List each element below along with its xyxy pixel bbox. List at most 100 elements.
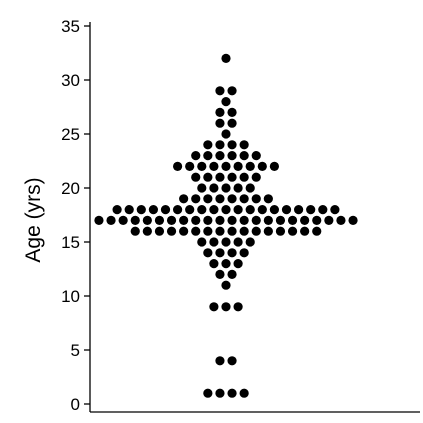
data-point — [130, 215, 140, 225]
data-point — [227, 107, 237, 117]
data-point — [233, 302, 243, 312]
data-point — [209, 302, 219, 312]
data-point — [239, 226, 249, 236]
data-point — [245, 237, 255, 247]
data-point — [215, 172, 225, 182]
data-point — [166, 215, 177, 225]
data-point — [136, 205, 146, 215]
data-point — [227, 356, 237, 366]
data-point — [112, 205, 122, 215]
data-point — [185, 161, 195, 171]
data-point — [227, 226, 237, 236]
data-point — [209, 183, 219, 193]
data-point — [221, 302, 231, 312]
data-point — [124, 205, 134, 215]
data-point — [227, 172, 237, 182]
data-point — [239, 194, 249, 204]
data-point — [221, 53, 231, 64]
data-point — [203, 194, 213, 204]
data-point — [330, 205, 340, 215]
data-point — [239, 172, 249, 182]
y-tick-label: 15 — [61, 233, 80, 252]
data-point — [227, 194, 237, 204]
data-point — [197, 205, 207, 215]
data-point — [191, 151, 201, 161]
data-point — [233, 183, 243, 193]
data-point — [191, 215, 201, 225]
data-point — [239, 140, 249, 150]
data-point — [106, 215, 116, 225]
data-point — [227, 151, 237, 161]
data-point — [221, 129, 231, 139]
data-point — [191, 226, 201, 236]
data-point — [239, 151, 249, 161]
data-point — [118, 215, 128, 225]
data-point — [324, 215, 334, 225]
data-point — [215, 269, 225, 279]
data-point — [203, 248, 213, 258]
data-point — [173, 161, 183, 171]
data-point — [203, 151, 213, 161]
data-point — [203, 226, 213, 236]
data-point — [227, 118, 237, 128]
data-point — [221, 183, 231, 193]
data-point — [197, 237, 207, 247]
data-point — [215, 194, 225, 204]
data-point — [239, 388, 249, 398]
data-point — [275, 215, 286, 225]
data-points — [94, 53, 358, 398]
y-tick-label: 25 — [61, 125, 80, 144]
data-point — [227, 269, 237, 279]
data-point — [215, 215, 225, 225]
data-point — [300, 215, 310, 225]
data-point — [245, 183, 255, 193]
data-point — [227, 215, 237, 225]
data-point — [336, 215, 346, 225]
data-point — [215, 107, 225, 117]
data-point — [215, 356, 225, 366]
data-point — [209, 259, 219, 269]
data-point — [281, 205, 292, 215]
data-point — [251, 215, 261, 225]
y-tick-label: 20 — [61, 179, 80, 198]
data-point — [221, 161, 231, 171]
data-point — [185, 205, 195, 215]
data-point — [239, 248, 249, 258]
data-point — [312, 226, 322, 236]
data-point — [275, 226, 286, 236]
data-point — [215, 140, 225, 150]
data-point — [203, 215, 213, 225]
data-point — [179, 194, 189, 204]
data-point — [263, 194, 273, 204]
data-point — [306, 205, 316, 215]
data-point — [263, 215, 273, 225]
data-point — [94, 215, 104, 225]
data-point — [227, 388, 237, 398]
data-point — [215, 226, 225, 236]
data-point — [154, 226, 165, 236]
data-point — [179, 215, 189, 225]
data-point — [233, 237, 243, 247]
data-point — [227, 140, 237, 150]
data-point — [233, 161, 243, 171]
data-point — [300, 226, 310, 236]
data-point — [251, 194, 261, 204]
y-axis: 0 5 10 15 20 25 30 35 — [61, 17, 91, 414]
data-point — [312, 215, 322, 225]
data-point — [191, 172, 201, 182]
y-ticks: 0 5 10 15 20 25 30 35 — [61, 17, 90, 414]
y-tick-label: 5 — [71, 341, 80, 360]
data-point — [209, 237, 219, 247]
data-point — [287, 215, 298, 225]
data-point — [203, 388, 213, 398]
data-point — [197, 183, 207, 193]
data-point — [287, 226, 298, 236]
data-point — [221, 205, 231, 215]
data-point — [173, 205, 183, 215]
data-point — [203, 172, 213, 182]
data-point — [221, 237, 231, 247]
data-point — [294, 205, 304, 215]
data-point — [142, 226, 152, 236]
y-tick-label: 35 — [61, 17, 80, 36]
